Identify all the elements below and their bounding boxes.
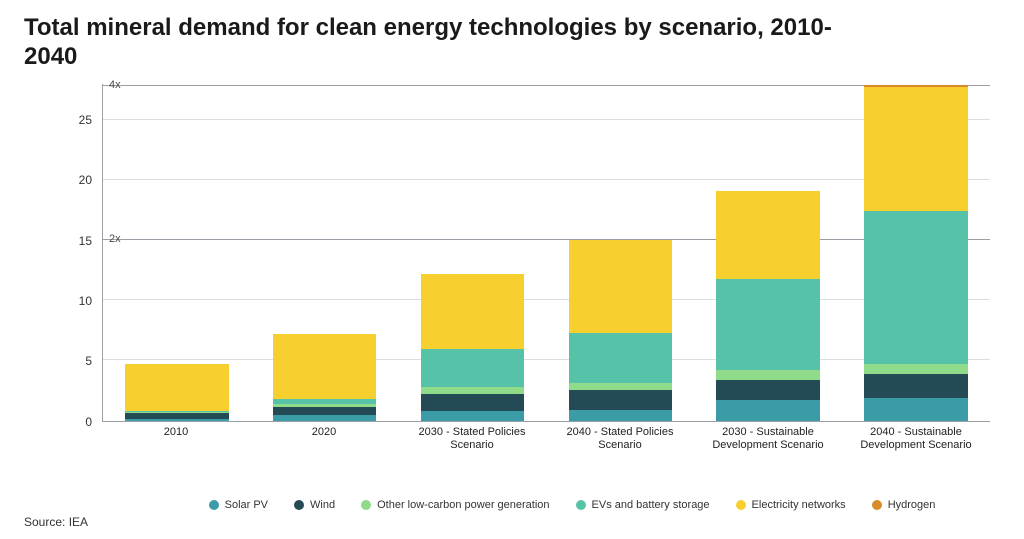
x-axis-label: 2010: [102, 422, 250, 464]
bar-segment: [569, 383, 672, 390]
legend-item: Electricity networks: [736, 499, 846, 511]
legend-label: Other low-carbon power generation: [377, 499, 549, 511]
stacked-bar: [716, 191, 819, 421]
legend-label: Solar PV: [225, 499, 268, 511]
legend: Solar PV Wind Other low-carbon power gener…: [138, 499, 1006, 511]
stacked-bar: [864, 85, 967, 421]
bar-segment: [864, 87, 967, 210]
x-axis-label: 2040 - Sustainable Development Scenario: [842, 422, 990, 464]
bar-segment: [716, 370, 819, 380]
bar-segment: [125, 419, 228, 421]
bar-segment: [716, 400, 819, 421]
chart-page: Total mineral demand for clean energy te…: [0, 0, 1024, 539]
bar-segment: [569, 410, 672, 421]
legend-swatch-icon: [209, 500, 219, 510]
bar-segment: [421, 411, 524, 421]
bar-slot: [842, 84, 990, 421]
legend-item: Hydrogen: [872, 499, 936, 511]
legend-swatch-icon: [576, 500, 586, 510]
legend-swatch-icon: [294, 500, 304, 510]
bar-segment: [421, 349, 524, 386]
bar-slot: [546, 84, 694, 421]
bar-segment: [864, 211, 967, 364]
x-axis-label: 2030 - Stated Policies Scenario: [398, 422, 546, 464]
stacked-bar: [421, 274, 524, 421]
legend-swatch-icon: [736, 500, 746, 510]
legend-item: EVs and battery storage: [576, 499, 710, 511]
bar-segment: [716, 191, 819, 279]
legend-label: Wind: [310, 499, 335, 511]
bar-segment: [716, 279, 819, 370]
legend-label: Electricity networks: [752, 499, 846, 511]
legend-item: Wind: [294, 499, 335, 511]
stacked-bar: [125, 364, 228, 421]
y-axis-ticks: 0510152025: [64, 84, 98, 422]
bar-segment: [421, 387, 524, 394]
bar-segment: [569, 333, 672, 384]
x-axis-label: 2030 - Sustainable Development Scenario: [694, 422, 842, 464]
stacked-bar: [273, 334, 376, 420]
bars-container: [103, 84, 990, 421]
bar-slot: [694, 84, 842, 421]
bar-segment: [716, 380, 819, 401]
page-title: Total mineral demand for clean energy te…: [24, 14, 844, 72]
x-axis-labels: 201020202030 - Stated Policies Scenario2…: [102, 422, 990, 464]
legend-swatch-icon: [872, 500, 882, 510]
bar-segment: [569, 390, 672, 409]
bar-segment: [273, 334, 376, 399]
legend-item: Solar PV: [209, 499, 268, 511]
plot-area: 2x4x: [102, 84, 990, 422]
chart-area: 0510152025 2x4x 201020202030 - Stated Po…: [102, 84, 990, 464]
bar-segment: [273, 407, 376, 415]
bar-segment: [864, 398, 967, 421]
bar-segment: [421, 394, 524, 411]
bar-slot: [103, 84, 251, 421]
bar-segment: [125, 364, 228, 411]
source-label: Source: IEA: [24, 515, 88, 529]
bar-segment: [864, 364, 967, 374]
x-axis-label: 2020: [250, 422, 398, 464]
bar-segment: [273, 415, 376, 420]
legend-label: Hydrogen: [888, 499, 936, 511]
bar-segment: [864, 374, 967, 398]
bar-segment: [569, 240, 672, 332]
legend-label: EVs and battery storage: [592, 499, 710, 511]
legend-item: Other low-carbon power generation: [361, 499, 549, 511]
legend-swatch-icon: [361, 500, 371, 510]
stacked-bar: [569, 240, 672, 421]
x-axis-label: 2040 - Stated Policies Scenario: [546, 422, 694, 464]
bar-segment: [421, 274, 524, 349]
bar-slot: [251, 84, 399, 421]
bar-slot: [399, 84, 547, 421]
